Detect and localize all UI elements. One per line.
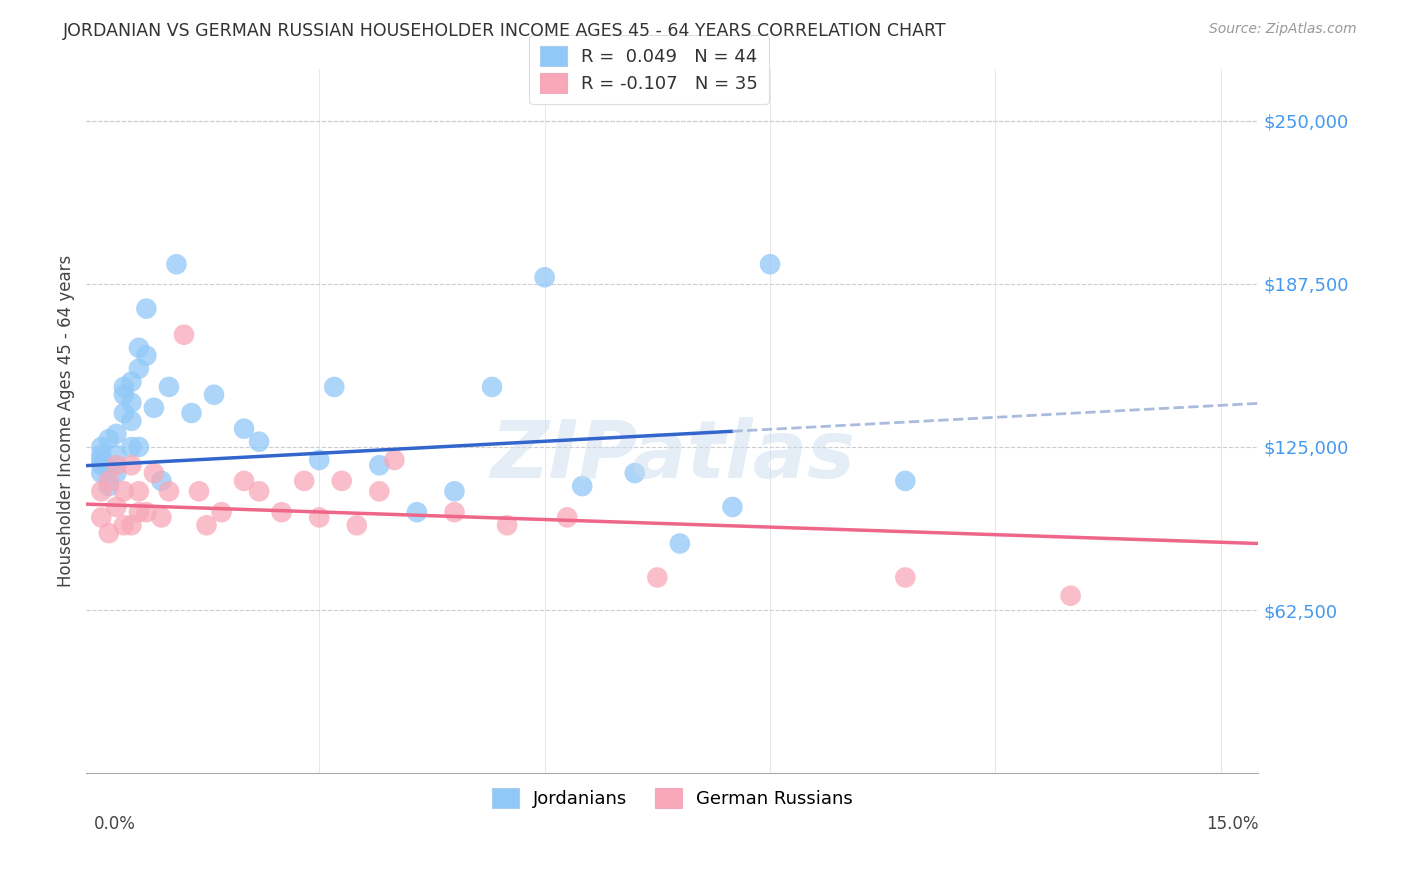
Point — [368, 484, 391, 499]
Point — [120, 440, 142, 454]
Point — [330, 474, 353, 488]
Point — [97, 460, 120, 475]
Text: JORDANIAN VS GERMAN RUSSIAN HOUSEHOLDER INCOME AGES 45 - 64 YEARS CORRELATION CH: JORDANIAN VS GERMAN RUSSIAN HOUSEHOLDER … — [63, 22, 946, 40]
Point — [150, 510, 173, 524]
Legend: Jordanians, German Russians: Jordanians, German Russians — [482, 779, 862, 817]
Point — [406, 505, 429, 519]
Point — [571, 479, 593, 493]
Point — [90, 458, 112, 473]
Point — [150, 474, 173, 488]
Point — [669, 536, 692, 550]
Point — [120, 414, 142, 428]
Point — [120, 518, 142, 533]
Point — [112, 518, 135, 533]
Point — [323, 380, 346, 394]
Point — [90, 484, 112, 499]
Point — [135, 505, 157, 519]
Point — [128, 341, 150, 355]
Text: Source: ZipAtlas.com: Source: ZipAtlas.com — [1209, 22, 1357, 37]
Point — [270, 505, 292, 519]
Point — [157, 380, 180, 394]
Point — [97, 474, 120, 488]
Point — [443, 484, 465, 499]
Point — [368, 458, 391, 473]
Point — [481, 380, 503, 394]
Point — [128, 484, 150, 499]
Point — [112, 484, 135, 499]
Point — [105, 500, 128, 514]
Point — [97, 526, 120, 541]
Point — [647, 570, 669, 584]
Point — [247, 434, 270, 449]
Point — [97, 432, 120, 446]
Point — [90, 440, 112, 454]
Point — [894, 570, 917, 584]
Y-axis label: Householder Income Ages 45 - 64 years: Householder Income Ages 45 - 64 years — [58, 255, 75, 587]
Point — [533, 270, 555, 285]
Point — [112, 406, 135, 420]
Point — [105, 426, 128, 441]
Point — [128, 440, 150, 454]
Point — [721, 500, 744, 514]
Point — [112, 380, 135, 394]
Point — [308, 453, 330, 467]
Point — [894, 474, 917, 488]
Point — [105, 448, 128, 462]
Point — [120, 375, 142, 389]
Point — [105, 458, 128, 473]
Point — [90, 466, 112, 480]
Point — [555, 510, 578, 524]
Point — [1059, 589, 1081, 603]
Text: ZIPatlas: ZIPatlas — [489, 417, 855, 495]
Point — [135, 349, 157, 363]
Point — [443, 505, 465, 519]
Point — [128, 361, 150, 376]
Point — [90, 448, 112, 462]
Point — [623, 466, 645, 480]
Point — [180, 406, 202, 420]
Point — [195, 518, 218, 533]
Point — [233, 474, 256, 488]
Point — [120, 458, 142, 473]
Point — [759, 257, 782, 271]
Point — [166, 257, 188, 271]
Point — [292, 474, 315, 488]
Point — [135, 301, 157, 316]
Text: 0.0%: 0.0% — [94, 815, 136, 833]
Point — [90, 453, 112, 467]
Point — [128, 505, 150, 519]
Point — [308, 510, 330, 524]
Point — [247, 484, 270, 499]
Point — [233, 422, 256, 436]
Point — [346, 518, 368, 533]
Point — [211, 505, 233, 519]
Point — [157, 484, 180, 499]
Point — [188, 484, 211, 499]
Point — [120, 395, 142, 409]
Point — [90, 510, 112, 524]
Point — [142, 401, 165, 415]
Point — [112, 388, 135, 402]
Point — [173, 327, 195, 342]
Point — [496, 518, 519, 533]
Point — [142, 466, 165, 480]
Point — [382, 453, 405, 467]
Text: 15.0%: 15.0% — [1206, 815, 1258, 833]
Point — [202, 388, 225, 402]
Point — [105, 466, 128, 480]
Point — [97, 479, 120, 493]
